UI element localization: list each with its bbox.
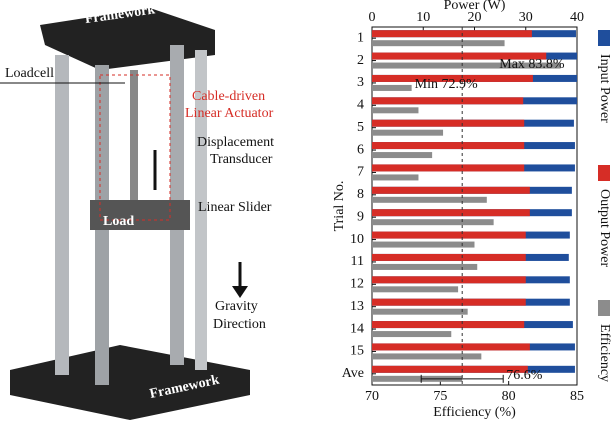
y-tick-label: 1 [357,30,364,45]
bar [372,219,494,225]
legend-label: Output Power [597,189,612,268]
y-tick-label: 8 [357,187,364,202]
bar [372,164,524,171]
y-tick-label: 9 [357,209,364,224]
y-tick-label: 5 [357,120,364,135]
bar [372,187,530,194]
value-label: 76.6% [506,368,543,383]
label: Gravity [215,299,258,314]
y-tick-label: 2 [357,53,364,68]
label: Load [103,214,134,229]
bar [372,276,526,283]
bar [372,120,524,127]
x-axis-title: Power (W) [444,0,506,13]
label: Direction [213,317,266,332]
bar [372,152,432,158]
y-axis-title: Trial No. [332,181,347,232]
y-tick-label: 4 [357,98,364,113]
x-tick-label: 40 [570,10,584,25]
legend-label: Input Power [597,54,612,123]
bar [372,331,451,337]
bar [372,174,418,180]
bar [372,309,468,315]
x2-tick-label: 85 [570,389,584,404]
y-tick-label: 13 [350,299,364,314]
legend-label: Efficiency [597,324,612,382]
label: Displacement [197,135,274,150]
x2-tick-label: 80 [502,389,516,404]
y-tick-label: 10 [350,232,364,247]
x-tick-label: 10 [416,10,430,25]
label: Transducer [210,152,273,167]
y-tick-label: 14 [350,321,364,336]
label: Loadcell [5,66,54,81]
bar [372,321,524,328]
x-tick-label: 0 [369,10,376,25]
figure: Framework Loadcell Cable-driven Linear A… [0,0,612,425]
bar [372,40,505,46]
bar [372,97,523,104]
label: Linear Slider [198,200,272,215]
legend-swatch [598,30,610,46]
y-tick-label: 12 [350,277,364,292]
bar [372,107,418,113]
value-label: Min 72.9% [415,77,478,92]
apparatus-photo: Framework Loadcell Cable-driven Linear A… [0,0,310,425]
y-tick-label: 6 [357,142,364,157]
bar [372,242,475,248]
bar [372,353,481,359]
bar [372,130,443,136]
bar [372,286,458,292]
bar [372,343,530,350]
legend-swatch [598,165,610,181]
bar [372,209,530,216]
bar [372,85,412,91]
value-label: Max 83.8% [499,57,565,72]
y-tick-label: 15 [350,344,364,359]
y-tick-label: Ave [342,366,364,381]
x2-axis-title: Efficiency (%) [433,405,516,420]
legend-swatch [598,300,610,316]
y-tick-label: 7 [357,165,364,180]
frame-post [55,55,69,375]
bar [372,232,526,239]
actuator-rod [130,70,138,200]
label: Cable-driven [192,89,265,104]
bar [372,197,487,203]
x2-tick-label: 75 [433,389,447,404]
y-tick-label: 11 [351,254,364,269]
bar [372,30,532,37]
y-tick-label: 3 [357,75,364,90]
x-tick-label: 30 [519,10,533,25]
bar [372,254,526,261]
bar [372,299,526,306]
bar [372,366,528,373]
label: Linear Actuator [185,106,274,121]
bar [372,142,524,149]
x2-tick-label: 70 [365,389,379,404]
bar [372,264,477,270]
